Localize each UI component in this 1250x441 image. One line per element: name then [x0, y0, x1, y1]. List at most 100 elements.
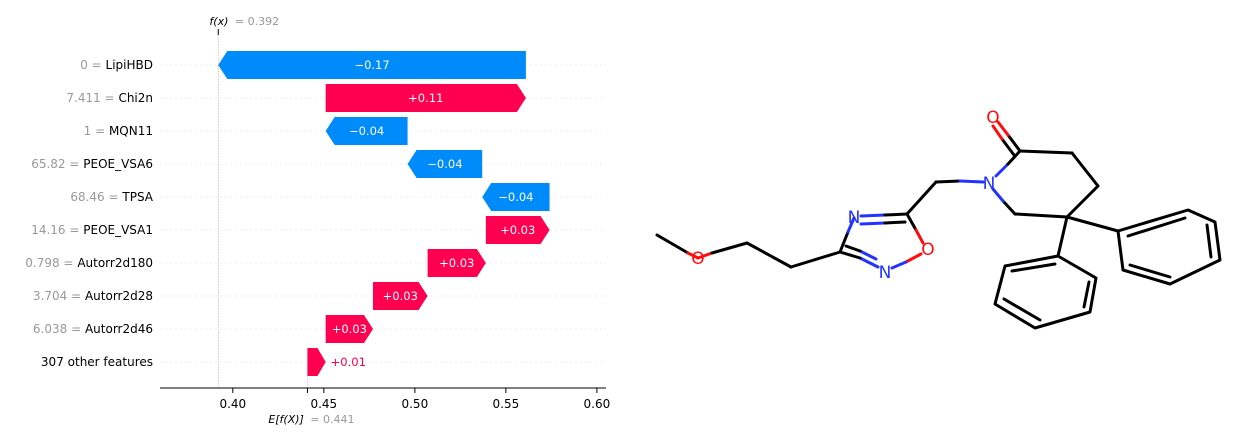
feature-value: 1 =: [84, 124, 109, 138]
contribution-bar: [485, 216, 550, 244]
oxadiazole-bond-c5-o1: [905, 212, 918, 232]
x-tick-label: 0.40: [219, 397, 246, 411]
x-tick-label: 0.55: [493, 397, 520, 411]
phenyl-ring-lower: [993, 254, 1098, 330]
contribution-bar: [307, 348, 326, 376]
phenyl-ring-right: [1116, 208, 1222, 286]
x-tick-label: 0.50: [401, 397, 428, 411]
ether-bond-left: [686, 251, 700, 260]
piperidinone-bond-c2-c3: [1018, 149, 1074, 155]
x-axis: 0.40 0.45 0.50 0.55 0.60: [160, 29, 610, 411]
contribution-label: −0.04: [498, 190, 533, 204]
feature-label: 3.704 = Autorr2d28: [33, 289, 153, 303]
piperidinone-bond-c6-n-b: [991, 187, 1005, 203]
base-value-number: = 0.441: [310, 413, 354, 426]
contribution-label: +0.03: [439, 256, 474, 270]
contribution-label: −0.04: [349, 124, 384, 138]
feature-label: 1 = MQN11: [84, 124, 153, 138]
feature-name: PEOE_VSA6: [83, 157, 153, 171]
piperidinone-bond-n-c2: [994, 162, 1010, 178]
carbonyl-bond-o: [991, 120, 1010, 141]
contribution-bar: [407, 150, 483, 178]
shap-waterfall-chart: −0.17 +0.11 −0.04 −0.04 −0.04 +0.03 +0.03 +0.03…: [25, 15, 610, 426]
contribution-bar: [325, 117, 408, 145]
piperidinone-bond-c4-c5: [1065, 184, 1100, 219]
contribution-label: +0.11: [408, 91, 443, 105]
atom-label-ring-oxygen: O: [921, 240, 934, 260]
feature-value: 3.704 =: [33, 289, 85, 303]
methylene-bond-3: [958, 179, 985, 184]
fx-label: f(x): [209, 15, 228, 28]
contribution-bar: [372, 282, 428, 310]
oxadiazole-bond-n4-c3-b: [838, 244, 862, 260]
feature-label: 0 = LipiHBD: [80, 58, 153, 72]
contribution-bar: [427, 249, 486, 277]
oxadiazole-bond-o1-n4: [904, 252, 923, 264]
contribution-bar: [218, 51, 526, 79]
feature-name: PEOE_VSA1: [83, 223, 153, 237]
feature-label: 68.46 = TPSA: [70, 190, 153, 204]
feature-value: 7.411 =: [66, 91, 118, 105]
x-tick-label: 0.45: [310, 397, 337, 411]
feature-name: LipiHBD: [106, 58, 153, 72]
oxadiazole-bond-n2-c5: [859, 213, 887, 226]
feature-value: 14.16 =: [31, 223, 83, 237]
oxadiazole-bond-c3-n2: [838, 230, 850, 254]
feature-value: 65.82 =: [31, 157, 83, 171]
methylene-bond-1: [905, 180, 938, 216]
ethyl-bond-2: [789, 250, 842, 269]
fx-annotation: f(x) = 0.392: [209, 15, 279, 28]
piperidinone-bond-c6-n: [1001, 199, 1017, 216]
contribution-label: +0.03: [332, 322, 367, 336]
methyl-bond: [655, 233, 690, 255]
oxadiazole-bond-n2-c3: [846, 216, 856, 234]
contribution-label: +0.03: [500, 223, 535, 237]
carbonyl-bond: [1000, 133, 1022, 157]
atom-label-amide-nitrogen: N: [983, 174, 996, 194]
feature-name: 307 other features: [41, 355, 153, 369]
ether-bond-right: [696, 251, 714, 260]
feature-labels: 0 = LipiHBD 7.411 = Chi2n 1 = MQN11 65.82 =…: [25, 58, 154, 369]
molecule-structure: O N N N O O: [655, 108, 1222, 330]
feature-value: 0.798 =: [25, 256, 77, 270]
contribution-bar: [325, 315, 373, 343]
contribution-label: +0.03: [383, 289, 418, 303]
contribution-bar: [325, 84, 526, 112]
feature-label: 65.82 = PEOE_VSA6: [31, 157, 153, 171]
feature-value: 0 =: [80, 58, 105, 72]
contribution-label: −0.04: [427, 157, 462, 171]
oxadiazole-bond-c5-o1-b: [914, 228, 925, 245]
piperidinone-bond-n-c2-b: [1006, 149, 1022, 166]
feature-name: Chi2n: [118, 91, 153, 105]
atom-label-ring-nitrogen-top: N: [848, 208, 861, 228]
phenyl-ring-lower-inner: [1002, 262, 1091, 322]
contribution-bars: −0.17 +0.11 −0.04 −0.04 −0.04 +0.03 +0.03 +0.03…: [218, 51, 550, 376]
phenyl-bond-right: [1065, 215, 1120, 233]
feature-name: Autorr2d46: [85, 322, 153, 336]
phenyl-bond-lower: [1056, 215, 1069, 258]
oxadiazole-bond-n4-c3: [858, 249, 880, 269]
piperidinone-bond-c3-c4: [1070, 151, 1100, 188]
contribution-bar: [482, 183, 550, 211]
piperidinone-bond-c5-c6: [1013, 212, 1069, 219]
atom-label-carbonyl-oxygen: O: [986, 108, 999, 128]
methylene-bond-2: [934, 179, 962, 184]
base-value-annotation: E[f(X)] = 0.441: [268, 413, 354, 426]
ethyl-bond-1: [745, 241, 793, 269]
feature-label: 14.16 = PEOE_VSA1: [31, 223, 153, 237]
atom-label-ring-nitrogen-bottom: N: [879, 263, 892, 283]
contribution-label: −0.17: [354, 58, 389, 72]
feature-value: 68.46 =: [70, 190, 122, 204]
feature-label: 7.411 = Chi2n: [66, 91, 153, 105]
feature-name: Autorr2d180: [77, 256, 153, 270]
feature-name: MQN11: [109, 124, 153, 138]
fx-value: = 0.392: [235, 15, 279, 28]
phenyl-ring-right-inner: [1126, 216, 1213, 279]
atom-label-ether-oxygen: O: [691, 249, 704, 269]
feature-value: 6.038 =: [33, 322, 85, 336]
base-value-label: E[f(X)]: [268, 413, 304, 426]
feature-label: 0.798 = Autorr2d180: [25, 256, 153, 270]
oxadiazole-bond-n2-c5-b: [883, 212, 909, 225]
contribution-label: +0.01: [331, 355, 366, 369]
feature-name: TPSA: [121, 190, 153, 204]
